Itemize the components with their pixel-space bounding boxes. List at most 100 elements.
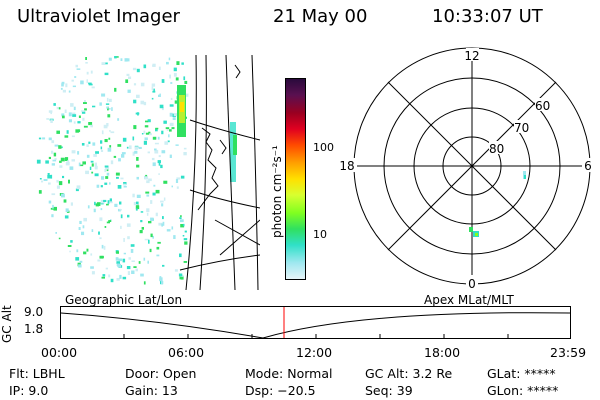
uv-speckle bbox=[99, 237, 102, 240]
uv-speckle bbox=[163, 197, 166, 201]
uv-speckle bbox=[120, 177, 124, 180]
uv-speckle bbox=[119, 209, 122, 211]
uv-speckle bbox=[153, 184, 156, 187]
colorbar bbox=[285, 78, 306, 280]
uv-speckle bbox=[147, 260, 149, 264]
uv-speckle bbox=[126, 58, 130, 62]
uv-speckle bbox=[161, 203, 164, 207]
uv-speckle bbox=[138, 261, 141, 264]
uv-speckle bbox=[174, 269, 178, 272]
uv-speckle bbox=[105, 176, 109, 179]
uv-speckle bbox=[73, 106, 76, 111]
uv-speckle bbox=[171, 226, 174, 230]
uv-speckle bbox=[47, 173, 50, 176]
uv-speckle bbox=[135, 208, 138, 211]
uv-speckle bbox=[86, 154, 90, 158]
uv-speckle bbox=[156, 246, 160, 250]
uv-speckle bbox=[108, 57, 112, 61]
uv-speckle bbox=[140, 273, 144, 277]
uv-speckle bbox=[138, 146, 142, 149]
uv-speckle bbox=[52, 159, 57, 162]
uv-speckle bbox=[76, 249, 79, 253]
uv-speckle bbox=[117, 144, 122, 147]
uv-speckle bbox=[48, 200, 52, 204]
uv-speckle bbox=[173, 73, 177, 77]
uv-speckle bbox=[62, 115, 65, 119]
uv-speckle bbox=[140, 211, 144, 213]
uv-speckle bbox=[58, 237, 61, 240]
uv-speckle bbox=[105, 165, 110, 170]
uv-speckle bbox=[146, 212, 149, 216]
uv-speckle bbox=[75, 64, 78, 68]
uv-speckle bbox=[82, 161, 86, 165]
uv-speckle bbox=[53, 103, 56, 106]
uv-speckle bbox=[115, 172, 120, 176]
uv-speckle bbox=[108, 274, 111, 278]
uv-speckle bbox=[72, 114, 77, 117]
uv-speckle bbox=[59, 160, 62, 163]
info-dsp: Dsp: −20.5 bbox=[245, 383, 316, 398]
uv-speckle bbox=[38, 190, 42, 194]
uv-speckle bbox=[114, 203, 118, 207]
uv-speckle bbox=[145, 191, 150, 194]
geographic-image-panel bbox=[36, 54, 260, 290]
uv-speckle bbox=[104, 62, 108, 65]
uv-speckle bbox=[106, 221, 110, 224]
uv-speckle bbox=[139, 230, 143, 234]
uv-speckle bbox=[65, 83, 68, 88]
uv-speckle bbox=[119, 274, 122, 279]
uv-speckle bbox=[152, 64, 156, 67]
uv-speckle bbox=[51, 163, 55, 166]
uv-speckle bbox=[176, 91, 178, 94]
continent-outline bbox=[197, 64, 241, 211]
uv-speckle bbox=[159, 277, 163, 282]
uv-speckle bbox=[100, 199, 105, 204]
uv-speckle bbox=[126, 223, 131, 227]
uv-speckle bbox=[39, 178, 42, 180]
uv-speckle bbox=[123, 183, 126, 186]
uv-speckle bbox=[128, 76, 132, 79]
uv-speckle bbox=[131, 270, 135, 274]
uv-speckle bbox=[146, 194, 150, 197]
uv-speckle bbox=[114, 87, 117, 92]
uv-speckle bbox=[161, 280, 164, 285]
mlt-label-0: 0 bbox=[468, 277, 476, 290]
lat-label-80: 80 bbox=[489, 142, 504, 156]
uv-speckle bbox=[143, 140, 147, 145]
uv-speckle bbox=[90, 253, 93, 256]
uv-speckle bbox=[150, 217, 154, 221]
uv-speckle bbox=[180, 175, 185, 179]
uv-speckle bbox=[122, 276, 127, 280]
uv-speckle bbox=[99, 217, 103, 222]
uv-speckle bbox=[154, 148, 157, 151]
uv-speckle bbox=[120, 58, 123, 61]
uv-speckle bbox=[165, 127, 170, 130]
uv-speckle bbox=[115, 56, 119, 58]
uv-speckle bbox=[56, 107, 59, 110]
uv-speckle bbox=[159, 104, 164, 109]
uv-speckle bbox=[150, 233, 153, 238]
colorbar-units-label: photon cm⁻²s⁻¹ bbox=[270, 145, 284, 238]
uv-speckle bbox=[65, 161, 70, 166]
uv-speckle bbox=[68, 112, 72, 117]
uv-speckle bbox=[167, 140, 170, 143]
uv-speckle bbox=[118, 158, 121, 162]
uv-speckle bbox=[101, 176, 105, 180]
timeline-xtick-1800: 18:00 bbox=[424, 345, 461, 360]
uv-speckle bbox=[95, 151, 99, 154]
uv-speckle bbox=[109, 182, 111, 185]
uv-speckle bbox=[143, 281, 146, 285]
uv-speckle bbox=[68, 90, 71, 93]
uv-speckle bbox=[121, 152, 126, 155]
uv-speckle bbox=[175, 179, 179, 183]
uv-speckle bbox=[125, 79, 129, 83]
uv-speckle bbox=[101, 130, 104, 135]
uv-speckle bbox=[70, 240, 73, 243]
uv-speckle bbox=[91, 171, 94, 174]
lat-label-70: 70 bbox=[514, 121, 529, 135]
uv-speckle bbox=[136, 176, 139, 180]
uv-speckle bbox=[64, 215, 69, 219]
uv-speckle bbox=[72, 85, 76, 88]
uv-speckle bbox=[116, 251, 119, 254]
uv-speckle bbox=[175, 144, 179, 146]
